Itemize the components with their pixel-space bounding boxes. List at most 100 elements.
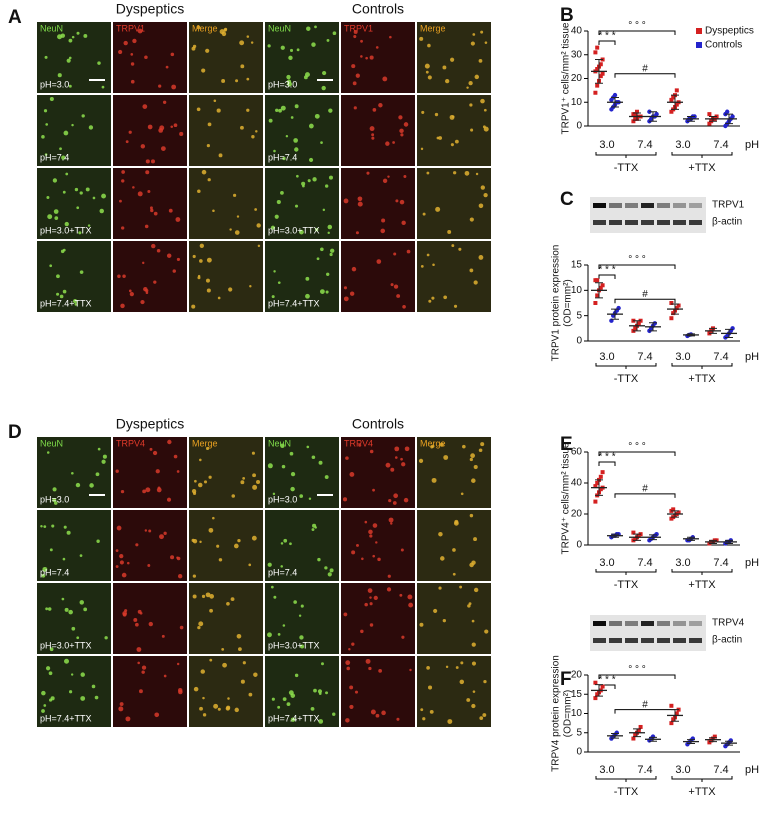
neuron-dot <box>142 489 147 494</box>
neuron-dot <box>115 549 119 552</box>
neuron-dot <box>471 661 477 666</box>
neuron-dot <box>395 199 399 203</box>
neuron-dot <box>290 717 296 722</box>
neuron-dot <box>207 122 212 127</box>
neuron-dot <box>54 216 59 220</box>
neuron-dot <box>321 85 326 91</box>
neuron-dot <box>196 107 201 112</box>
neuron-dot <box>470 128 474 132</box>
neuron-dot <box>62 289 67 294</box>
neuron-dot <box>371 133 375 137</box>
neuron-dot <box>141 670 145 674</box>
neuron-dot <box>360 55 363 58</box>
neuron-dot <box>469 513 474 518</box>
error-bar <box>671 94 679 110</box>
blot-band <box>641 220 654 225</box>
neuron-dot <box>296 48 300 52</box>
neuron-dot <box>320 141 323 144</box>
neuron-dot <box>267 463 273 469</box>
neuron-dot <box>368 666 372 671</box>
neuron-dot <box>396 717 400 721</box>
neuron-dot <box>151 243 156 249</box>
neuron-dot <box>81 114 85 118</box>
neuron-dot <box>289 48 294 52</box>
error-bar <box>633 533 641 541</box>
neuron-dot <box>469 217 474 222</box>
neuron-dot <box>216 544 220 548</box>
neuron-dot <box>41 690 46 696</box>
sig-label: ° ° ° <box>628 255 646 266</box>
column-label: TRPV4 <box>116 438 145 448</box>
micrograph <box>417 583 491 654</box>
neuron-dot <box>194 479 197 483</box>
neuron-dot <box>267 632 272 638</box>
neuron-dot <box>202 696 205 700</box>
neuron-dot <box>382 178 388 183</box>
neuron-dot <box>447 719 453 724</box>
neuron-dot <box>376 259 382 264</box>
neuron-dot <box>373 595 378 601</box>
group-title: Dyspeptics <box>116 416 184 432</box>
x-tick-label: 3.0 <box>599 557 614 569</box>
neuron-dot <box>201 169 207 175</box>
neuron-dot <box>385 141 390 146</box>
neuron-dot <box>365 56 368 60</box>
row-label: pH=3.0+TTX <box>40 225 92 235</box>
neuron-dot <box>217 707 221 711</box>
neuron-dot <box>369 596 372 599</box>
error-bar <box>687 116 695 122</box>
neuron-dot <box>144 55 148 60</box>
neuron-dot <box>217 296 221 300</box>
neuron-dot <box>469 268 474 273</box>
neuron-dot <box>68 609 73 615</box>
neuron-dot <box>392 501 397 505</box>
error-bar <box>611 97 619 108</box>
panel-letter: D <box>8 422 22 443</box>
x-tick-label: 3.0 <box>675 557 690 569</box>
blot-band <box>657 220 670 225</box>
neuron-dot <box>63 130 69 136</box>
neuron-dot <box>233 193 237 197</box>
neuron-dot <box>199 706 203 711</box>
neuron-dot <box>94 695 99 700</box>
neuron-dot <box>226 601 230 606</box>
data-point <box>669 721 674 726</box>
data-point <box>631 736 636 741</box>
data-point <box>712 734 717 739</box>
data-point <box>674 88 679 93</box>
neuron-dot <box>345 456 349 460</box>
neuron-dot <box>392 141 395 144</box>
neuron-dot <box>40 524 43 528</box>
neuron-dot <box>280 105 286 111</box>
neuron-dot <box>192 594 197 599</box>
neuron-dot <box>378 103 383 108</box>
panel-letter: F <box>560 669 572 690</box>
neuron-dot <box>294 104 299 109</box>
group-brace <box>671 776 733 782</box>
neuron-dot <box>421 110 425 114</box>
neuron-dot <box>361 557 364 561</box>
neuron-dot <box>49 264 53 268</box>
micrograph <box>189 95 263 166</box>
neuron-dot <box>293 600 297 604</box>
neuron-dot <box>307 179 311 183</box>
neuron-dot <box>140 299 145 305</box>
neuron-dot <box>483 192 488 198</box>
neuron-dot <box>63 525 67 529</box>
neuron-dot <box>480 98 485 104</box>
neuron-dot <box>57 73 62 78</box>
neuron-dot <box>370 709 376 715</box>
neuron-dot <box>153 211 158 216</box>
data-point <box>633 326 638 331</box>
neuron-dot <box>121 226 125 230</box>
data-point <box>669 301 674 305</box>
neuron-dot <box>434 112 439 117</box>
neuron-dot <box>70 673 74 676</box>
neuron-dot <box>390 283 394 287</box>
neuron-dot <box>346 666 350 671</box>
neuron-dot <box>296 174 299 178</box>
group-label: -TTX <box>614 579 639 591</box>
neuron-dot <box>314 526 318 529</box>
neuron-dot <box>205 592 211 598</box>
neuron-dot <box>286 702 291 707</box>
